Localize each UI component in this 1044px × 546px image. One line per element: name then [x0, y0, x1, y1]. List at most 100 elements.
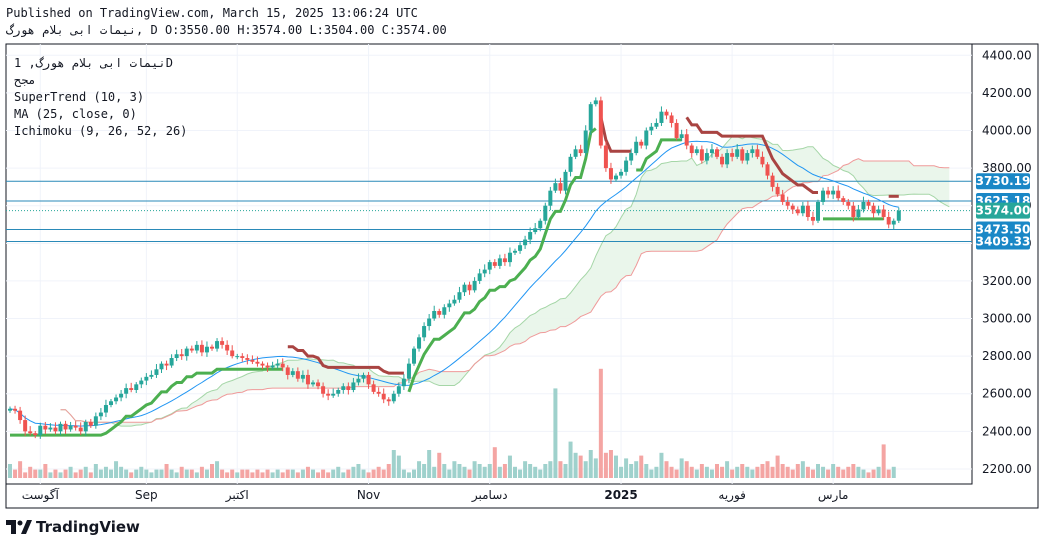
volume-bar	[709, 469, 714, 478]
volume-bar	[750, 469, 755, 478]
ichimoku-span-a	[60, 135, 950, 427]
candle	[48, 427, 53, 430]
volume-bar	[154, 469, 159, 478]
volume-bar	[492, 447, 497, 478]
volume-bar	[134, 469, 139, 478]
volume-bar	[543, 464, 548, 478]
volume-bar	[507, 455, 512, 478]
candle	[215, 341, 220, 349]
volume-bar	[63, 469, 68, 478]
volume-bar	[518, 469, 523, 478]
volume-bar	[861, 469, 866, 478]
candle	[507, 252, 512, 263]
legend-exchange: مجح	[14, 73, 36, 87]
candle	[33, 433, 38, 436]
candle	[396, 386, 401, 394]
volume-bar	[255, 469, 260, 478]
candle	[139, 380, 144, 385]
candle	[528, 232, 533, 240]
volume-bar	[341, 472, 346, 478]
candle	[442, 307, 447, 315]
candle	[745, 153, 750, 161]
volume-bar	[720, 466, 725, 478]
candle	[417, 337, 422, 349]
candle	[78, 427, 83, 432]
candle	[336, 389, 341, 394]
volume-bar	[745, 466, 750, 478]
legend-supertrend[interactable]: SuperTrend (10, 3)	[14, 90, 145, 104]
volume-bar	[371, 469, 376, 478]
candle	[43, 425, 48, 430]
legend-ma[interactable]: MA (25, close, 0)	[14, 107, 137, 121]
volume-bar	[189, 469, 194, 478]
supertrend-up-line	[407, 127, 597, 393]
volume-bar	[43, 464, 48, 478]
candle	[462, 284, 467, 293]
volume-bar	[851, 464, 856, 478]
volume-bar	[725, 461, 730, 478]
candle	[174, 354, 179, 359]
volume-bar	[265, 469, 270, 478]
candle	[619, 171, 624, 176]
candle	[472, 280, 477, 291]
volume-bar	[401, 469, 406, 478]
candle	[154, 369, 159, 375]
candle	[13, 408, 18, 411]
candle	[821, 190, 826, 202]
candle	[204, 346, 209, 353]
legend-ichimoku[interactable]: Ichimoku (9, 26, 52, 26)	[14, 124, 188, 138]
volume-bar	[452, 461, 457, 478]
y-tick-label: 2400.00	[982, 424, 1032, 438]
volume-bar	[694, 469, 699, 478]
volume-bar	[427, 450, 432, 478]
volume-bar	[644, 464, 649, 478]
volume-bar	[598, 368, 603, 478]
candle	[8, 408, 12, 411]
volume-bar	[103, 466, 108, 478]
volume-bar	[386, 464, 391, 478]
candle	[795, 209, 800, 214]
candle	[63, 423, 68, 430]
candle	[230, 350, 235, 357]
volume-bar	[730, 469, 735, 478]
volume-bar	[760, 464, 765, 478]
candle	[119, 393, 124, 398]
candle	[386, 399, 391, 402]
candle	[704, 153, 709, 161]
volume-bar	[497, 466, 502, 478]
volume-bar	[816, 464, 820, 478]
candle	[124, 388, 129, 394]
candle	[851, 205, 856, 217]
y-tick-label: 2600.00	[982, 387, 1032, 401]
volume-bar	[235, 472, 240, 478]
volume-bar	[351, 466, 356, 478]
candle	[664, 111, 669, 116]
candle	[735, 149, 740, 157]
candle	[715, 149, 719, 157]
level-label: 3730.19	[976, 174, 1031, 188]
volume-bar	[285, 469, 290, 478]
candle	[199, 344, 204, 353]
volume-bar	[846, 466, 851, 478]
volume-bar	[442, 464, 447, 478]
legend-symbol: نیمات ابی بلام هورگ, 1D	[14, 56, 173, 70]
volume-bar	[78, 469, 83, 478]
last-price-label-bg	[976, 202, 1030, 219]
candle	[836, 190, 841, 199]
volume-bar	[704, 466, 709, 478]
candle	[316, 382, 321, 387]
volume-bar	[422, 464, 427, 478]
candle	[210, 346, 214, 349]
volume-bar	[619, 466, 624, 478]
volume-bar	[558, 461, 563, 478]
volume-bar	[553, 388, 558, 478]
candle	[669, 115, 674, 123]
volume-bar	[316, 472, 321, 478]
volume-bar	[770, 466, 775, 478]
candle	[134, 384, 139, 390]
volume-bar	[715, 464, 719, 478]
candle	[659, 111, 664, 123]
candle	[412, 348, 416, 364]
candle	[53, 427, 58, 432]
